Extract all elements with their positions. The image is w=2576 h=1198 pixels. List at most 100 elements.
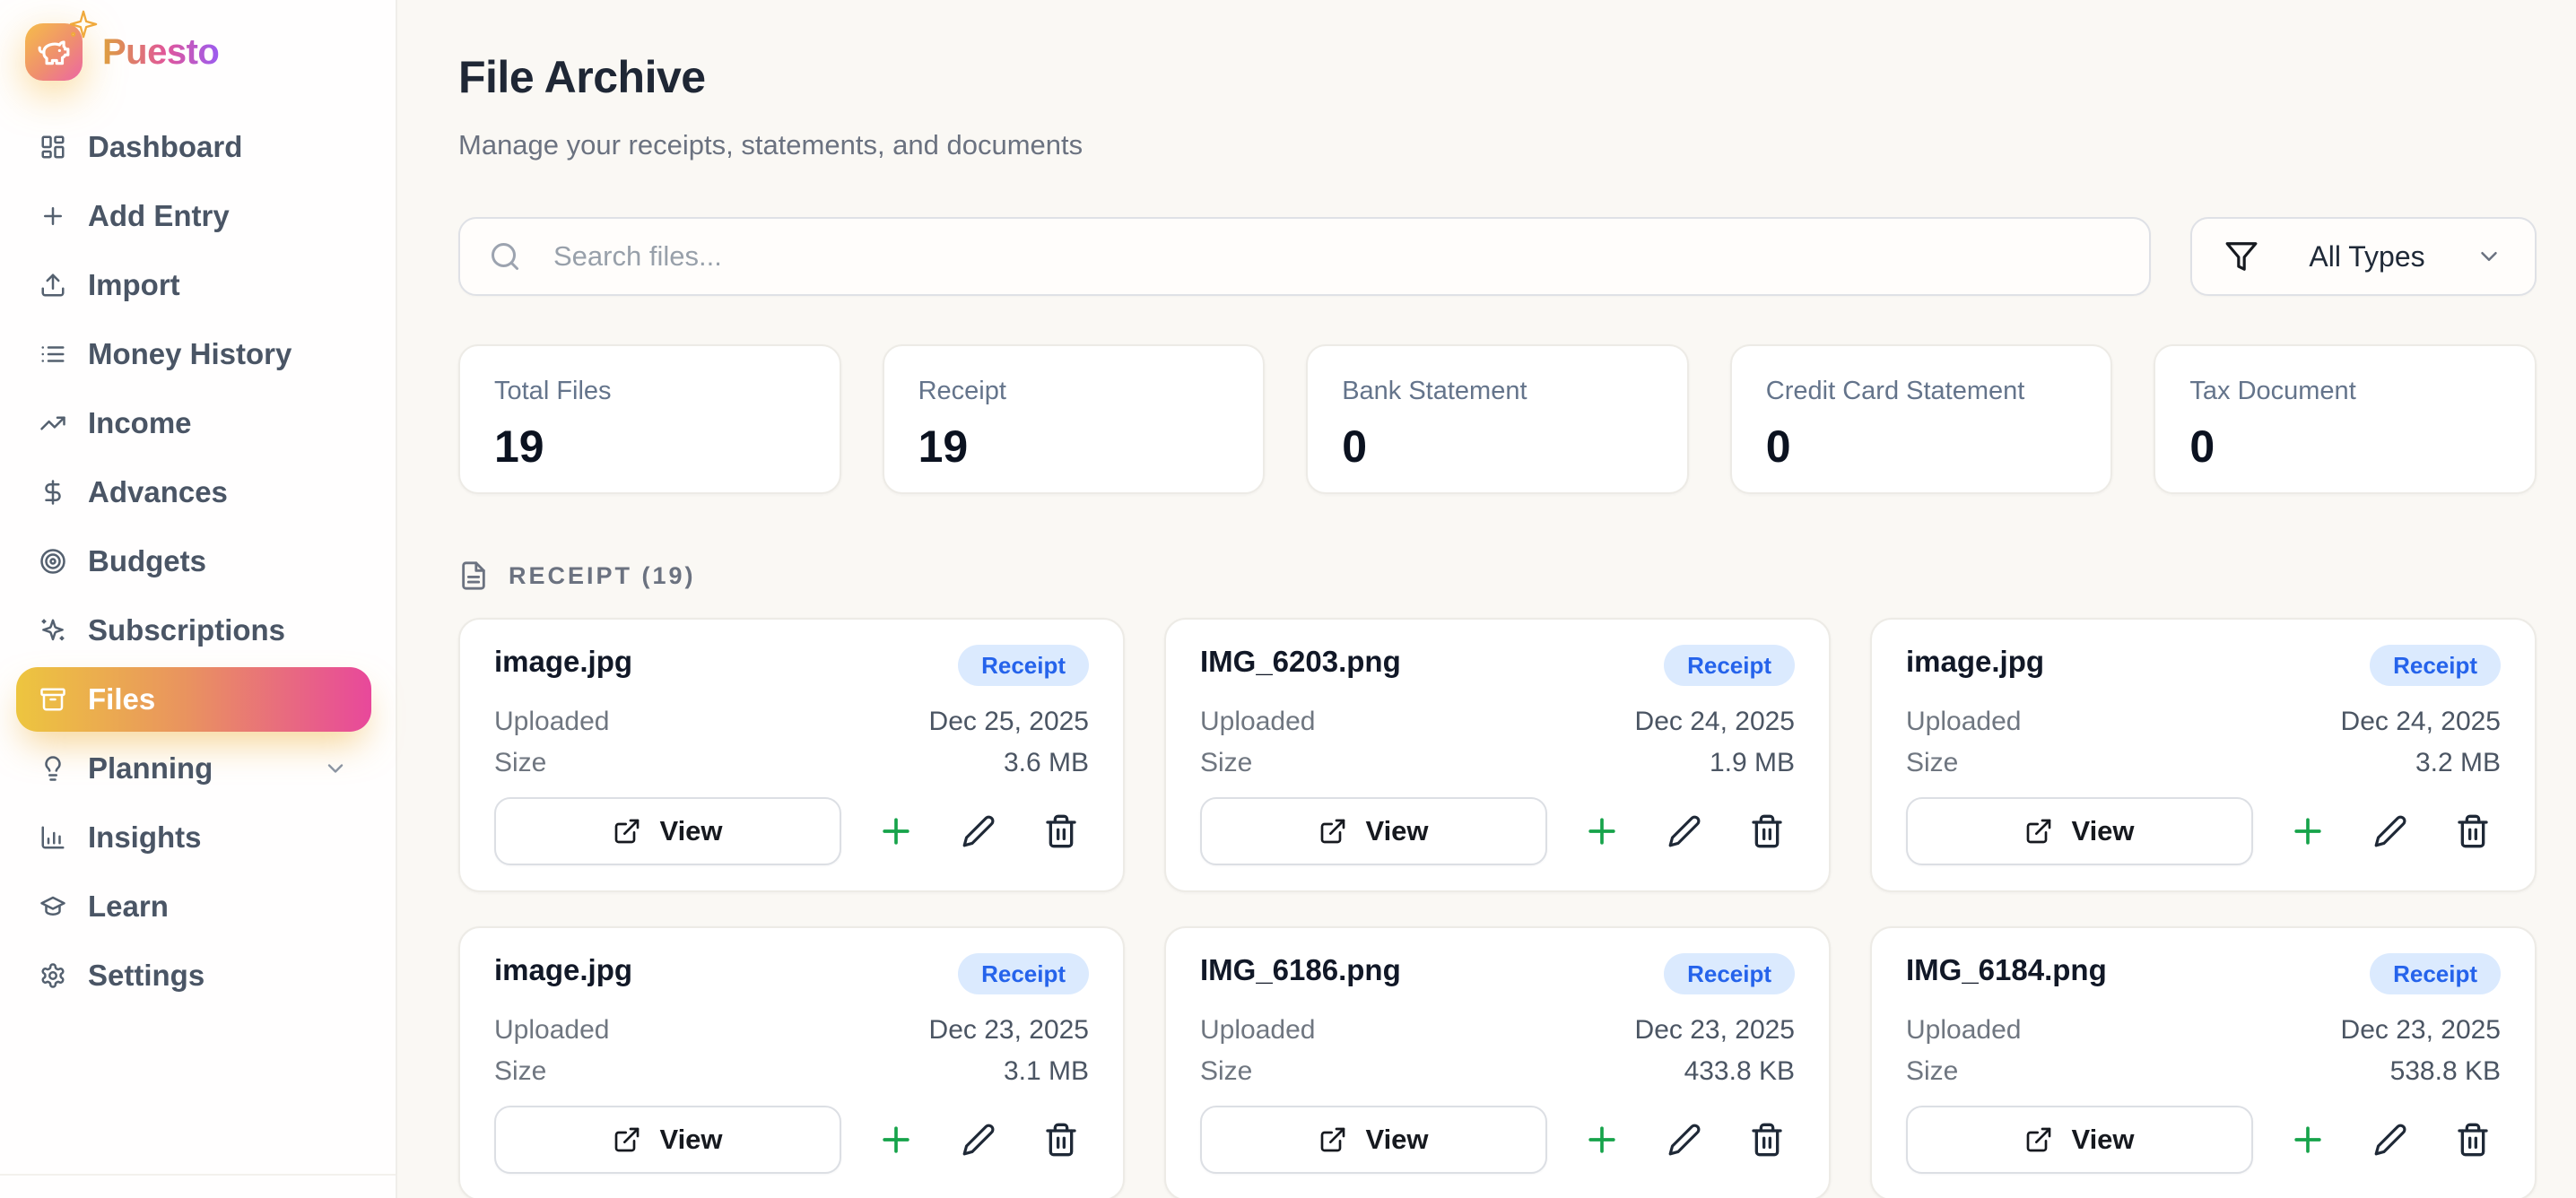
uploaded-label: Uploaded bbox=[1906, 707, 2022, 736]
edit-button[interactable] bbox=[951, 1112, 1006, 1168]
delete-button[interactable] bbox=[1739, 803, 1795, 859]
sidebar-item-settings[interactable]: Settings bbox=[16, 943, 371, 1008]
sidebar-item-label: Settings bbox=[88, 959, 205, 992]
sidebar: Puesto Dashboard Add Entry Import Money … bbox=[0, 0, 397, 1198]
sidebar-item-label: Import bbox=[88, 268, 180, 301]
edit-button[interactable] bbox=[951, 803, 1006, 859]
add-transaction-button[interactable] bbox=[868, 1112, 924, 1168]
file-card-header: image.jpg Receipt bbox=[494, 645, 1089, 686]
size-label: Size bbox=[1906, 1056, 1959, 1086]
trending-up-icon bbox=[39, 410, 66, 437]
size-row: Size 538.8 KB bbox=[1906, 1055, 2501, 1088]
filter-selected-value: All Types bbox=[2309, 239, 2425, 273]
page-subtitle: Manage your receipts, statements, and do… bbox=[458, 129, 1083, 161]
file-actions: View bbox=[494, 1106, 1089, 1174]
stat-value: 0 bbox=[1342, 421, 1367, 472]
sparkles-icon bbox=[39, 617, 66, 644]
uploaded-label: Uploaded bbox=[1906, 1015, 2022, 1045]
sidebar-item-label: Income bbox=[88, 406, 192, 439]
edit-button[interactable] bbox=[2363, 803, 2418, 859]
sidebar-item-label: Budgets bbox=[88, 544, 206, 577]
file-type-badge: Receipt bbox=[958, 953, 1089, 994]
plus-icon bbox=[1582, 812, 1622, 851]
sidebar-item-budgets[interactable]: Budgets bbox=[16, 529, 371, 594]
delete-button[interactable] bbox=[1033, 1112, 1089, 1168]
file-size: 1.9 MB bbox=[1709, 748, 1795, 777]
add-transaction-button[interactable] bbox=[1574, 803, 1630, 859]
sparkle-icon bbox=[68, 9, 99, 39]
piggy-bank-logo bbox=[25, 23, 83, 81]
view-button[interactable]: View bbox=[1906, 1106, 2253, 1174]
sidebar-footer-divider bbox=[0, 1174, 396, 1198]
add-transaction-button[interactable] bbox=[1574, 1112, 1630, 1168]
edit-button[interactable] bbox=[2363, 1112, 2418, 1168]
view-button[interactable]: View bbox=[494, 797, 841, 865]
sidebar-item-subscriptions[interactable]: Subscriptions bbox=[16, 598, 371, 663]
dollar-icon bbox=[39, 479, 66, 506]
view-button[interactable]: View bbox=[1200, 797, 1547, 865]
uploaded-label: Uploaded bbox=[494, 1015, 610, 1045]
search-input[interactable] bbox=[458, 217, 2151, 296]
pencil-icon bbox=[1667, 814, 1701, 848]
uploaded-date: Dec 23, 2025 bbox=[1634, 1015, 1795, 1045]
view-button-label: View bbox=[659, 815, 723, 846]
file-size: 3.1 MB bbox=[1003, 1056, 1089, 1086]
plus-icon bbox=[876, 812, 916, 851]
sidebar-item-learn[interactable]: Learn bbox=[16, 874, 371, 939]
external-link-icon bbox=[1318, 1125, 1347, 1154]
sidebar-item-insights[interactable]: Insights bbox=[16, 805, 371, 870]
uploaded-label: Uploaded bbox=[1200, 707, 1316, 736]
sidebar-item-dashboard[interactable]: Dashboard bbox=[16, 115, 371, 179]
pencil-icon bbox=[2373, 1123, 2407, 1157]
file-actions: View bbox=[1906, 1106, 2501, 1174]
stat-card: Bank Statement 0 bbox=[1306, 344, 1689, 494]
add-transaction-button[interactable] bbox=[2280, 803, 2336, 859]
sidebar-item-label: Money History bbox=[88, 337, 292, 370]
file-name: IMG_6186.png bbox=[1200, 953, 1401, 986]
uploaded-row: Uploaded Dec 23, 2025 bbox=[1200, 1014, 1795, 1046]
files-grid: image.jpg Receipt Uploaded Dec 25, 2025 … bbox=[458, 618, 2537, 1198]
uploaded-row: Uploaded Dec 24, 2025 bbox=[1906, 706, 2501, 738]
size-row: Size 3.2 MB bbox=[1906, 747, 2501, 779]
pencil-icon bbox=[962, 1123, 996, 1157]
uploaded-row: Uploaded Dec 23, 2025 bbox=[1906, 1014, 2501, 1046]
add-transaction-button[interactable] bbox=[2280, 1112, 2336, 1168]
stat-label: Credit Card Statement bbox=[1765, 377, 2025, 405]
sidebar-item-import[interactable]: Import bbox=[16, 253, 371, 317]
uploaded-label: Uploaded bbox=[494, 707, 610, 736]
sidebar-item-money-history[interactable]: Money History bbox=[16, 322, 371, 386]
delete-button[interactable] bbox=[1739, 1112, 1795, 1168]
edit-button[interactable] bbox=[1657, 1112, 1712, 1168]
stat-value: 0 bbox=[1765, 421, 1791, 472]
view-button[interactable]: View bbox=[1200, 1106, 1547, 1174]
sidebar-item-planning[interactable]: Planning bbox=[16, 736, 371, 801]
delete-button[interactable] bbox=[2445, 1112, 2501, 1168]
pencil-icon bbox=[962, 814, 996, 848]
stat-value: 19 bbox=[918, 421, 969, 472]
add-transaction-button[interactable] bbox=[868, 803, 924, 859]
stat-value: 0 bbox=[2189, 421, 2215, 472]
file-card: IMG_6186.png Receipt Uploaded Dec 23, 20… bbox=[1164, 926, 1831, 1198]
edit-button[interactable] bbox=[1657, 803, 1712, 859]
stat-label: Bank Statement bbox=[1342, 377, 1527, 405]
sidebar-item-add-entry[interactable]: Add Entry bbox=[16, 184, 371, 248]
sidebar-item-advances[interactable]: Advances bbox=[16, 460, 371, 525]
sidebar-item-income[interactable]: Income bbox=[16, 391, 371, 456]
file-card: image.jpg Receipt Uploaded Dec 24, 2025 … bbox=[1870, 618, 2537, 892]
sidebar-item-files[interactable]: Files bbox=[16, 667, 371, 732]
file-size: 433.8 KB bbox=[1684, 1056, 1795, 1086]
trash-icon bbox=[1749, 813, 1785, 849]
size-row: Size 433.8 KB bbox=[1200, 1055, 1795, 1088]
stat-label: Receipt bbox=[918, 377, 1006, 405]
uploaded-date: Dec 23, 2025 bbox=[2340, 1015, 2501, 1045]
file-card-header: IMG_6184.png Receipt bbox=[1906, 953, 2501, 994]
file-name: image.jpg bbox=[1906, 645, 2045, 678]
delete-button[interactable] bbox=[2445, 803, 2501, 859]
file-type-filter[interactable]: All Types bbox=[2190, 217, 2537, 296]
view-button[interactable]: View bbox=[494, 1106, 841, 1174]
view-button-label: View bbox=[1365, 1124, 1429, 1155]
delete-button[interactable] bbox=[1033, 803, 1089, 859]
size-label: Size bbox=[494, 748, 547, 777]
filter-icon bbox=[2224, 239, 2258, 273]
view-button[interactable]: View bbox=[1906, 797, 2253, 865]
